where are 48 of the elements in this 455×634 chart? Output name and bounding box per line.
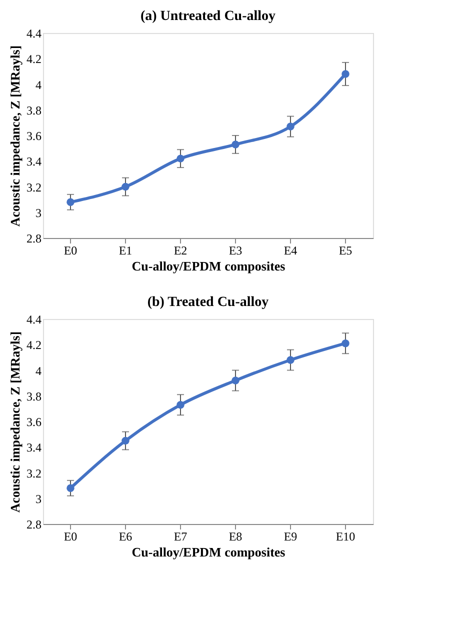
x-axis-title: Cu-alloy/EPDM composites [132, 258, 286, 274]
y-tick-label: 2.8 [26, 232, 42, 246]
x-tick-label: E10 [336, 530, 356, 544]
y-tick-label: 4.2 [26, 338, 42, 352]
x-tick-label: E6 [118, 530, 132, 544]
y-tick-label: 3.6 [26, 129, 42, 143]
point [122, 436, 130, 445]
y-axis-title: Acoustic impedance, Z [MRayls] [8, 331, 22, 513]
y-tick-label: 4 [36, 364, 42, 378]
point [232, 140, 240, 148]
chart-title: (a) Untreated Cu-alloy [140, 9, 276, 24]
y-tick-label: 3 [36, 206, 42, 220]
y-tick-label: 4.4 [26, 26, 42, 40]
x-tick-label: E2 [174, 244, 188, 258]
y-tick-label: 3.2 [26, 180, 42, 194]
y-tick-label: 3.8 [26, 103, 42, 118]
point [66, 484, 74, 492]
y-tick-label: 4.4 [26, 312, 42, 326]
x-tick-label: E3 [228, 244, 242, 258]
x-axis-title: Cu-alloy/EPDM composites [132, 544, 286, 560]
y-tick-label: 4.2 [26, 52, 42, 66]
point [176, 400, 184, 409]
y-tick-label: 3.6 [26, 415, 42, 429]
point [122, 182, 130, 191]
y-tick-label: 3 [36, 492, 42, 506]
x-tick-label: E4 [284, 244, 298, 258]
point [342, 339, 350, 348]
y-axis-title: Acoustic impedance, Z [MRayls] [8, 45, 22, 227]
y-tick-label: 3.4 [26, 440, 42, 455]
y-tick-label: 3.2 [26, 466, 42, 480]
point [66, 198, 74, 206]
y-tick-label: 2.8 [26, 518, 42, 532]
point [342, 70, 350, 78]
y-tick-label: 4 [36, 78, 42, 92]
y-tick-label: 3.8 [26, 389, 42, 404]
point [176, 154, 184, 162]
x-tick-label: E0 [64, 244, 78, 258]
point [286, 122, 294, 130]
point [286, 356, 294, 364]
point [232, 376, 240, 384]
x-tick-label: E0 [64, 530, 78, 544]
x-tick-label: E7 [174, 530, 188, 544]
x-tick-label: E5 [338, 244, 352, 258]
x-tick-label: E1 [118, 244, 132, 258]
y-tick-label: 3.4 [26, 154, 42, 169]
x-tick-label: E8 [228, 530, 242, 544]
x-tick-label: E9 [284, 530, 298, 544]
chart-title: (b) Treated Cu-alloy [147, 295, 269, 310]
